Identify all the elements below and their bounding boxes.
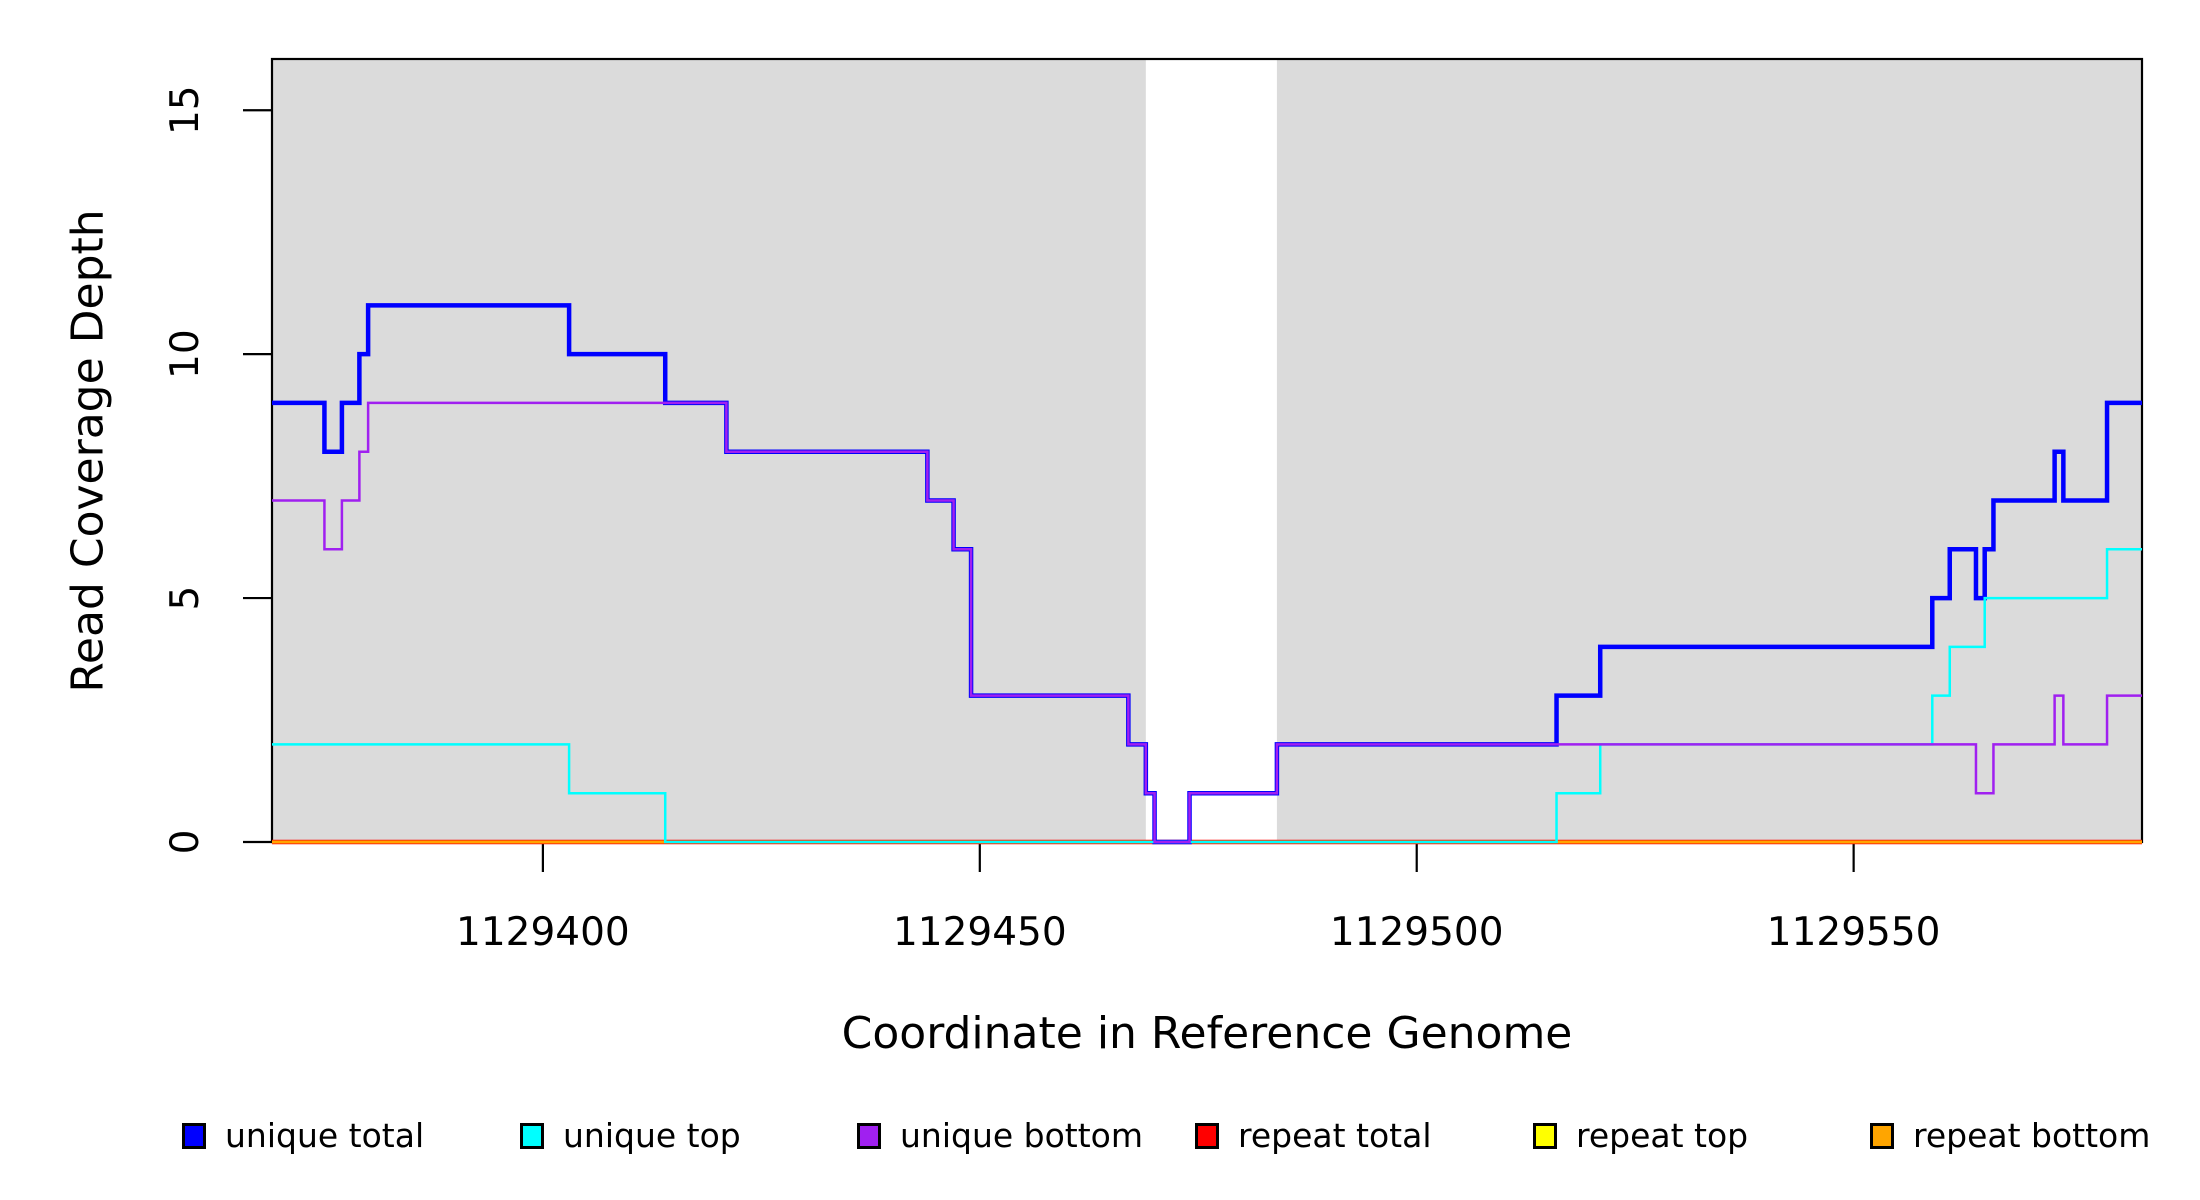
y-tick-label: 5 [163,586,208,611]
y-axis-title: Read Coverage Depth [62,209,114,693]
y-tick-label: 15 [163,85,208,135]
x-tick-label: 1129550 [1767,910,1941,955]
x-tick-label: 1129400 [456,910,630,955]
y-tick-label: 10 [163,329,208,379]
x-tick-label: 1129500 [1330,910,1504,955]
x-axis-title: Coordinate in Reference Genome [841,1008,1573,1059]
y-tick-label: 0 [163,830,208,855]
panel-background-right [1276,59,2142,842]
panel-background-left [272,59,1146,842]
series-line-unique-bottom [272,401,2142,844]
x-tick-label: 1129450 [893,910,1067,955]
